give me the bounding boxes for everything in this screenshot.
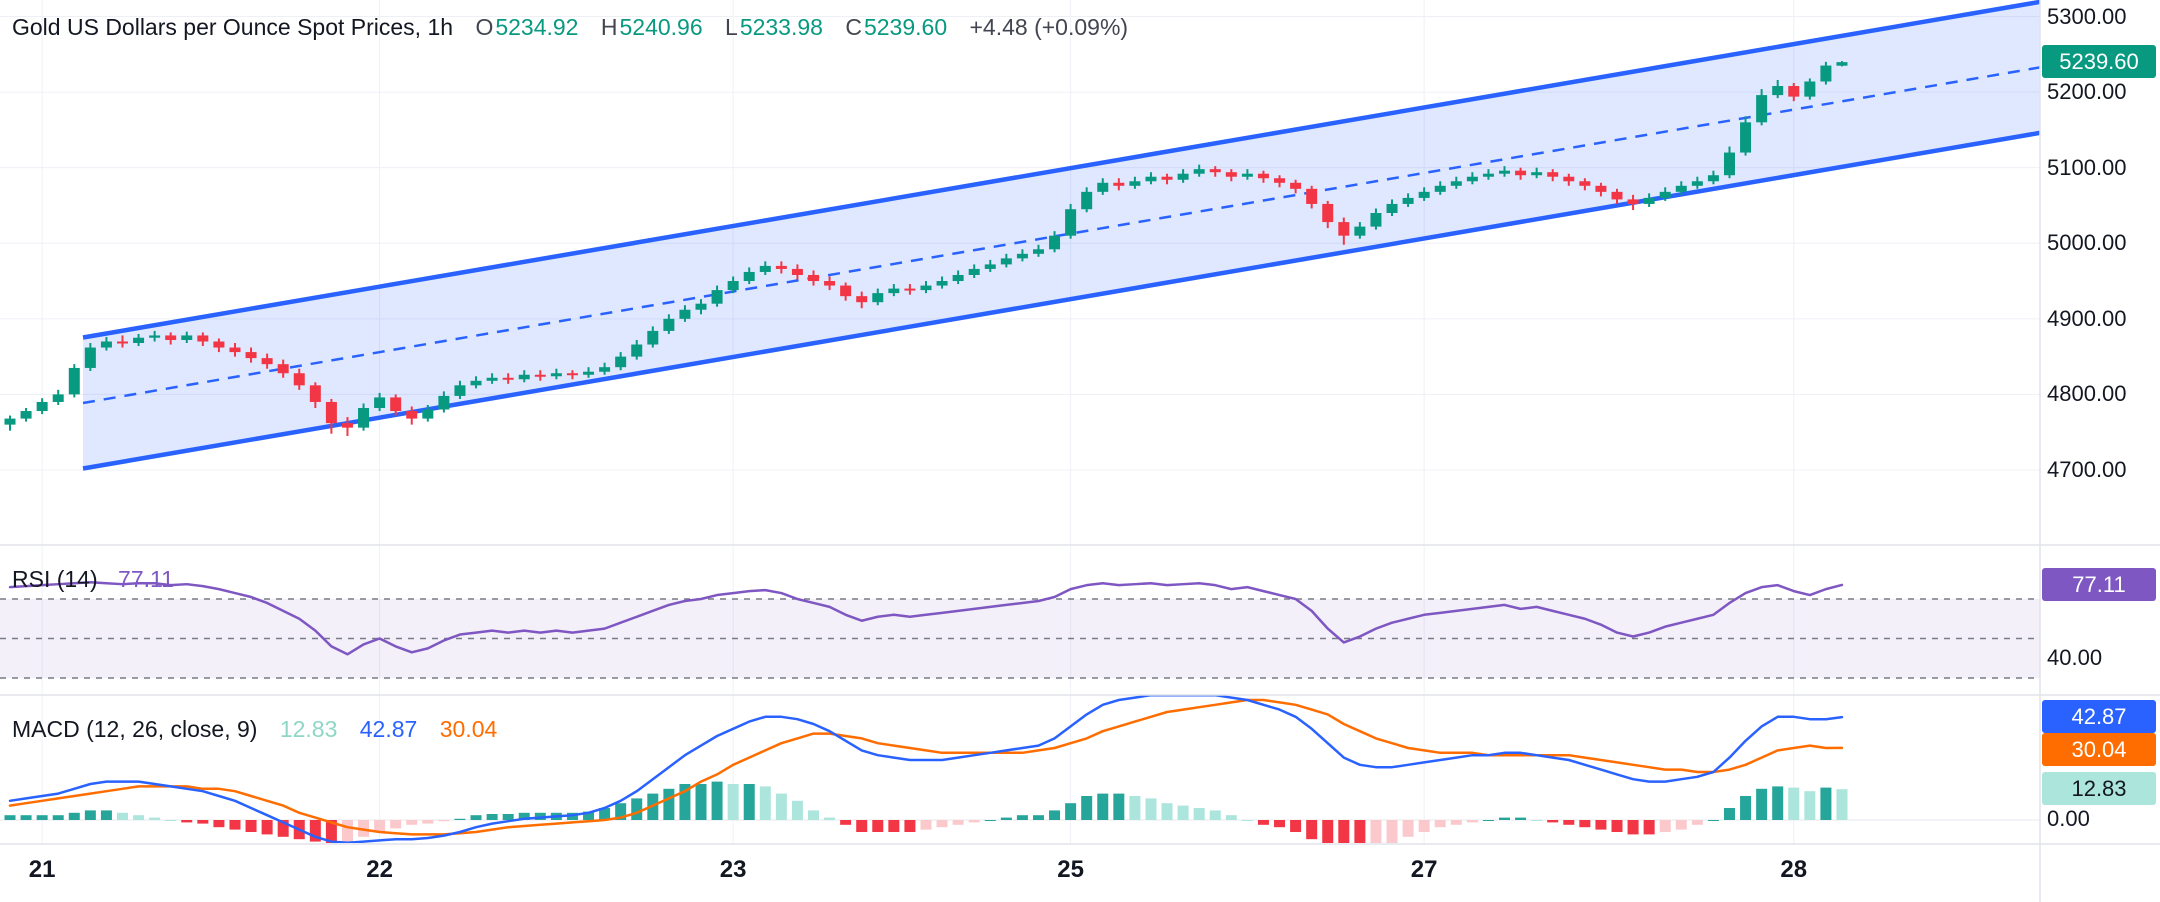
ohlc-high-value: 5240.96 <box>619 14 703 40</box>
ohlc-close-value: 5239.60 <box>863 14 948 40</box>
price-panel <box>4 0 2040 471</box>
rsi-legend[interactable]: RSI (14) 77.11 <box>12 566 174 593</box>
rsi-panel <box>0 580 2040 679</box>
rsi-indicator-value: 77.11 <box>118 566 174 592</box>
rsi-value-badge: 77.11 <box>2042 568 2156 601</box>
ohlc-open-label: O <box>475 14 494 40</box>
time-tick-label: 21 <box>28 856 56 883</box>
time-tick-label: 25 <box>1057 856 1084 883</box>
price-tick-label: 4900.00 <box>2047 305 2127 331</box>
symbol-legend[interactable]: Gold US Dollars per Ounce Spot Prices, 1… <box>12 14 1128 41</box>
macd-panel <box>0 695 2040 843</box>
time-tick-label: 22 <box>366 856 393 883</box>
grid-layer <box>0 0 2040 844</box>
price-tick-label: 4800.00 <box>2047 381 2127 407</box>
ohlc-close-label: C <box>845 14 862 40</box>
price-tick-label: 5000.00 <box>2047 230 2127 256</box>
ohlc-high-label: H <box>600 14 618 40</box>
macd-axis-tick-label: 0.00 <box>2047 806 2090 831</box>
symbol-title: Gold US Dollars per Ounce Spot Prices, 1… <box>12 14 454 40</box>
change-value: +4.48 (+0.09%) <box>969 14 1129 40</box>
price-tick-label: 4700.00 <box>2047 456 2127 482</box>
ohlc-open-value: 5234.92 <box>495 14 579 40</box>
last-price-badge: 5239.60 <box>2042 45 2156 78</box>
macd-indicator-name: MACD (12, 26, close, 9) <box>12 716 258 742</box>
time-tick-label: 28 <box>1780 856 1808 883</box>
rsi-indicator-name: RSI (14) <box>12 566 98 592</box>
price-tick-label: 5100.00 <box>2047 154 2127 180</box>
macd-signal-badge: 30.04 <box>2042 733 2156 766</box>
macd-legend[interactable]: MACD (12, 26, close, 9) 12.83 42.87 30.0… <box>12 716 497 743</box>
rsi-axis-tick-label: 40.00 <box>2047 645 2103 670</box>
candles-layer <box>4 61 1848 436</box>
ohlc-low-value: 5233.98 <box>739 14 823 40</box>
time-tick-label: 23 <box>719 856 747 883</box>
ohlc-low-label: L <box>725 14 738 40</box>
macd-histogram-value: 12.83 <box>279 716 338 742</box>
price-tick-label: 5200.00 <box>2047 79 2127 105</box>
macd-line-badge: 42.87 <box>2042 700 2156 733</box>
macd-histogram-badge: 12.83 <box>2042 772 2156 805</box>
time-tick-label: 27 <box>1410 856 1438 883</box>
price-tick-label: 5300.00 <box>2047 3 2127 29</box>
macd-signal-value: 30.04 <box>439 716 498 742</box>
macd-line-value: 42.87 <box>359 716 418 742</box>
